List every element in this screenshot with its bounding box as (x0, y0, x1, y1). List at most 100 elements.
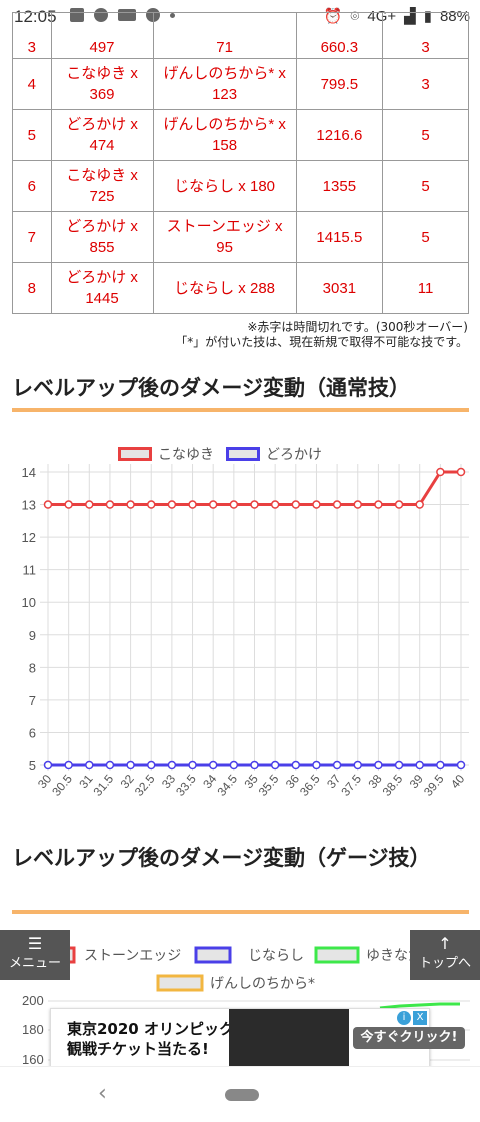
cell-move-2: ストーンエッジ x 95 (152, 211, 297, 263)
data-point (374, 760, 383, 770)
cell-move-1: どろかけ x 474 (50, 109, 154, 161)
x-tick-label: 30.5 (49, 772, 75, 799)
data-point (43, 760, 53, 770)
cell-turns: 3 (382, 12, 469, 59)
cell-total: 799.5 (295, 58, 384, 110)
cell-move-1: こなゆき x 369 (50, 58, 154, 110)
data-point (229, 500, 239, 509)
ad-line1: 東京2020 オリンピック (67, 1020, 234, 1038)
cell-text: 11 (417, 279, 434, 297)
legend-swatch-yukinadare[interactable] (314, 946, 360, 964)
cell-move-2: げんしのちから* x 158 (152, 109, 297, 161)
data-point (291, 760, 301, 770)
cell-text: げんしのちから* x (163, 65, 286, 82)
y-tick-label: 14 (22, 465, 36, 480)
cell-text: 3031 (322, 279, 357, 297)
x-tick-label: 35.5 (256, 772, 282, 799)
legend-label-stone-edge[interactable]: ストーンエッジ (84, 948, 181, 964)
cell-text: どろかけ x (66, 218, 138, 235)
cell-number: 5 (12, 109, 52, 161)
data-point (415, 760, 424, 770)
damage-chart-normal: こなゆき どろかけ 5 6 7 8 9 10 11 12 13 14 30 30.5 31 31.5 32 3… (0, 430, 480, 810)
data-point (415, 500, 424, 509)
home-pill-icon[interactable] (225, 1089, 259, 1101)
cell-text: 1355 (322, 177, 357, 195)
data-point (456, 467, 466, 477)
note-unavailable: 「*」が付いた技は、現在新規で取得不可能な技です。 (175, 335, 468, 349)
data-point (85, 760, 94, 770)
data-point (64, 760, 73, 770)
menu-label: メニュー (8, 956, 61, 971)
cell-turns: 5 (382, 109, 469, 161)
cell-text: 5 (421, 177, 430, 195)
data-point (353, 500, 362, 509)
data-point (85, 500, 94, 509)
cell-number: 6 (12, 160, 52, 212)
x-tick-label: 31.5 (91, 772, 117, 799)
data-point (105, 760, 115, 770)
data-point (229, 760, 239, 770)
cell-text: 158 (212, 137, 238, 154)
cell-text: どろかけ x (66, 269, 138, 286)
legend-swatch-genshi[interactable] (156, 974, 204, 992)
x-tick-label: 37.5 (338, 772, 364, 799)
table-row: 7 どろかけ x 855 ストーンエッジ x 95 1415.5 5 (12, 211, 469, 263)
data-point (270, 760, 280, 770)
heading-underline (12, 408, 469, 412)
scroll-top-button[interactable]: ↑ トップへ (410, 930, 480, 980)
cell-text: 123 (212, 86, 238, 103)
cell-text: 474 (89, 137, 115, 154)
ad-banner[interactable]: 東京2020 オリンピック 観戦チケット当たる! 今すぐクリック! i X (50, 1008, 465, 1068)
cell-move-2: じならし x 180 (152, 160, 297, 212)
cell-turns: 3 (382, 58, 469, 110)
data-point (126, 500, 135, 509)
y-tick-label: 13 (22, 498, 36, 513)
cell-text: 855 (89, 239, 115, 256)
data-point (436, 760, 445, 770)
y-tick-label: 9 (29, 628, 36, 643)
section-heading-normal-moves: レベルアップ後のダメージ変動（通常技） (12, 376, 410, 400)
cell-turns: 11 (382, 262, 469, 314)
cell-text: 8 (27, 279, 36, 297)
data-point (188, 760, 197, 770)
y-tick-label: 8 (29, 660, 36, 675)
cell-text: 7 (27, 228, 36, 246)
y-tick-label: 10 (22, 595, 36, 610)
data-point (147, 500, 156, 509)
cell-move-2: じならし x 288 (152, 262, 297, 314)
system-nav-bar: ‹ (0, 1066, 480, 1122)
cell-turns: 5 (382, 211, 469, 263)
y-tick-label: 11 (23, 563, 37, 578)
cell-total: 1355 (295, 160, 384, 212)
cell-text: 369 (89, 86, 115, 103)
cell-number: 8 (12, 262, 52, 314)
legend-swatch-jinarashi[interactable] (194, 946, 232, 964)
legend-swatch-dorokake[interactable] (226, 447, 260, 461)
legend-label-genshi[interactable]: げんしのちから* (210, 976, 315, 992)
menu-button[interactable]: ☰ メニュー (0, 930, 70, 980)
cell-total: 1415.5 (295, 211, 384, 263)
cell-turns: 5 (382, 160, 469, 212)
data-point (353, 760, 362, 770)
data-point (456, 760, 466, 770)
cell-move-1: 497 (50, 12, 154, 59)
note-timeout: ※赤字は時間切れです。(300秒オーバー) (247, 320, 468, 334)
legend-label-konayuki[interactable]: こなゆき (158, 447, 214, 463)
cell-move-2: げんしのちから* x 123 (152, 58, 297, 110)
data-point (105, 500, 115, 509)
cell-text: 1445 (85, 290, 119, 307)
ad-close-icon[interactable]: X (413, 1011, 427, 1025)
cell-text: こなゆき x (66, 65, 138, 82)
back-icon[interactable]: ‹ (98, 1081, 107, 1106)
y-tick-label: 5 (29, 758, 36, 773)
chart-legend: こなゆき どろかけ (118, 444, 322, 464)
legend-label-dorokake[interactable]: どろかけ (266, 447, 322, 463)
ad-info-icon[interactable]: i (397, 1011, 411, 1025)
legend-label-jinarashi[interactable]: じならし (248, 948, 304, 964)
cell-text: 5 (27, 126, 36, 144)
ad-cta-button[interactable]: 今すぐクリック! (353, 1027, 465, 1049)
legend-swatch-konayuki[interactable] (118, 447, 152, 461)
cell-text: 95 (216, 239, 233, 256)
cell-text: 5 (421, 228, 430, 246)
